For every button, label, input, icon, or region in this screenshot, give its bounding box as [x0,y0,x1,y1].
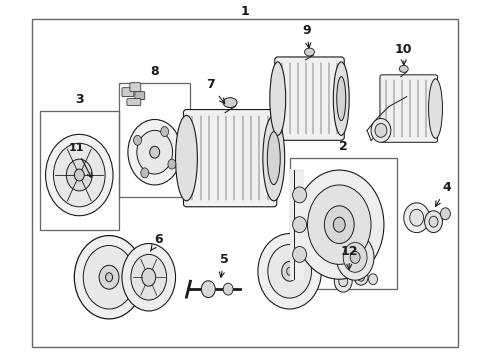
Ellipse shape [223,283,233,295]
Ellipse shape [142,268,156,286]
Ellipse shape [74,235,144,319]
FancyBboxPatch shape [275,57,344,140]
Ellipse shape [375,123,387,137]
Ellipse shape [46,134,113,216]
Bar [290,158,397,289]
Ellipse shape [287,267,293,275]
Bar [32,19,458,347]
Ellipse shape [161,127,169,136]
Bar [119,83,191,197]
Ellipse shape [131,255,167,300]
Ellipse shape [333,217,345,232]
Ellipse shape [333,62,349,135]
Text: 12: 12 [341,245,358,269]
Ellipse shape [350,251,360,264]
Ellipse shape [137,130,172,174]
Ellipse shape [358,273,365,281]
Ellipse shape [105,273,113,282]
Ellipse shape [324,206,354,243]
Text: 9: 9 [302,24,311,48]
Ellipse shape [354,269,368,285]
Ellipse shape [334,270,352,292]
Ellipse shape [258,234,321,309]
Ellipse shape [410,209,424,226]
Text: 1: 1 [241,5,249,18]
Text: 10: 10 [395,42,413,65]
Text: 3: 3 [75,93,84,105]
Text: 11: 11 [69,143,91,177]
Ellipse shape [429,216,438,227]
Ellipse shape [371,118,391,142]
Ellipse shape [293,187,307,203]
Text: 6: 6 [150,233,163,251]
Ellipse shape [282,261,297,281]
Ellipse shape [99,265,119,289]
Ellipse shape [263,116,285,201]
Ellipse shape [122,243,175,311]
Ellipse shape [268,132,280,185]
Ellipse shape [368,274,377,285]
Ellipse shape [337,77,346,121]
Ellipse shape [305,48,315,56]
Ellipse shape [441,208,450,220]
Text: 4: 4 [436,181,451,206]
Text: 2: 2 [339,140,347,153]
Ellipse shape [425,211,442,233]
Ellipse shape [128,120,181,185]
Ellipse shape [429,79,442,138]
Ellipse shape [399,66,408,72]
Ellipse shape [339,276,348,287]
Ellipse shape [66,159,92,191]
Ellipse shape [74,169,84,181]
FancyBboxPatch shape [127,99,141,105]
Ellipse shape [53,143,105,207]
Ellipse shape [168,159,176,169]
Ellipse shape [134,135,142,145]
Ellipse shape [308,185,371,264]
Ellipse shape [404,203,430,233]
FancyBboxPatch shape [122,88,134,96]
Ellipse shape [175,116,197,201]
Ellipse shape [270,62,286,135]
Ellipse shape [201,281,215,298]
FancyBboxPatch shape [183,109,277,207]
Ellipse shape [141,168,149,178]
FancyBboxPatch shape [380,75,438,142]
FancyBboxPatch shape [135,92,145,100]
FancyBboxPatch shape [130,83,141,92]
Ellipse shape [150,146,160,158]
Ellipse shape [293,217,307,233]
Text: 5: 5 [220,253,228,277]
Ellipse shape [268,244,312,298]
Ellipse shape [293,247,307,262]
Bar [40,111,119,230]
Ellipse shape [83,246,135,309]
Bar [290,169,303,280]
Ellipse shape [343,243,367,272]
Ellipse shape [336,235,374,280]
Text: 8: 8 [150,65,159,78]
Ellipse shape [223,98,237,108]
Ellipse shape [294,170,384,279]
Text: 7: 7 [206,78,225,103]
